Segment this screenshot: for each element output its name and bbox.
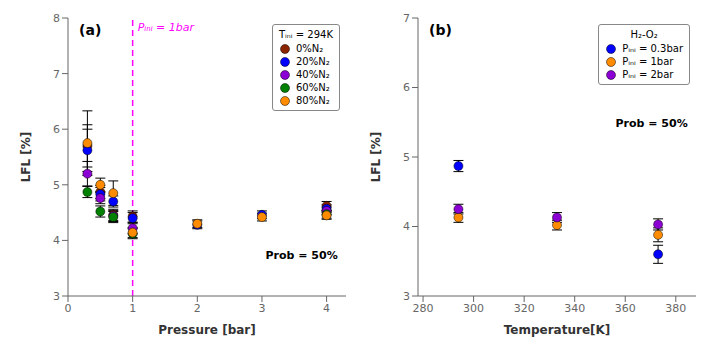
- html-text:(b): (b): [429, 22, 452, 38]
- html-text:(a): (a): [79, 22, 102, 38]
- svg-text:6: 6: [403, 81, 410, 94]
- svg-text:300: 300: [463, 302, 484, 315]
- svg-text:2: 2: [194, 302, 201, 315]
- svg-text:7: 7: [403, 12, 410, 25]
- html-text:Pᵢₙᵢ = 0.3bar: Pᵢₙᵢ = 0.3bar: [622, 43, 683, 54]
- svg-text:4: 4: [403, 220, 410, 233]
- svg-text:360: 360: [615, 302, 636, 315]
- html-text:60%N₂: 60%N₂: [295, 82, 330, 93]
- svg-text:LFL [%]: LFL [%]: [369, 132, 383, 183]
- html-text:Tᵢₙᵢ = 294K: Tᵢₙᵢ = 294K: [278, 29, 333, 40]
- html-text:Prob = 50%: Prob = 50%: [265, 248, 338, 262]
- svg-text:7: 7: [53, 68, 60, 81]
- svg-text:LFL [%]: LFL [%]: [19, 132, 33, 183]
- html-text:Pᵢₙᵢ = 2bar: Pᵢₙᵢ = 2bar: [622, 69, 674, 80]
- html-text:40%N₂: 40%N₂: [295, 69, 330, 80]
- svg-text:5: 5: [403, 151, 410, 164]
- svg-text:280: 280: [413, 302, 434, 315]
- svg-text:6: 6: [53, 123, 60, 136]
- html-text:H₂-O₂: H₂-O₂: [630, 29, 658, 40]
- html-text:80%N₂: 80%N₂: [295, 95, 330, 106]
- svg-text:3: 3: [53, 290, 60, 303]
- svg-text:Temperature[K]: Temperature[K]: [504, 323, 611, 337]
- svg-text:Pressure [bar]: Pressure [bar]: [158, 323, 256, 337]
- svg-text:3: 3: [258, 302, 265, 315]
- svg-text:4: 4: [53, 234, 60, 247]
- svg-text:8: 8: [53, 12, 60, 25]
- svg-text:320: 320: [514, 302, 535, 315]
- html-text:Prob = 50%: Prob = 50%: [615, 116, 688, 130]
- svg-text:3: 3: [403, 290, 410, 303]
- svg-text:5: 5: [53, 179, 60, 192]
- svg-text:380: 380: [665, 302, 686, 315]
- svg-text:340: 340: [564, 302, 585, 315]
- html-text:Pᵢₙᵢ = 1bar: Pᵢₙᵢ = 1bar: [622, 56, 674, 67]
- svg-text:Pᵢₙᵢ = 1bar: Pᵢₙᵢ = 1bar: [138, 21, 196, 34]
- svg-text:1: 1: [129, 302, 136, 315]
- html-text:20%N₂: 20%N₂: [295, 56, 330, 67]
- svg-text:4: 4: [323, 302, 330, 315]
- html-text:0%N₂: 0%N₂: [295, 43, 324, 54]
- svg-text:0: 0: [65, 302, 72, 315]
